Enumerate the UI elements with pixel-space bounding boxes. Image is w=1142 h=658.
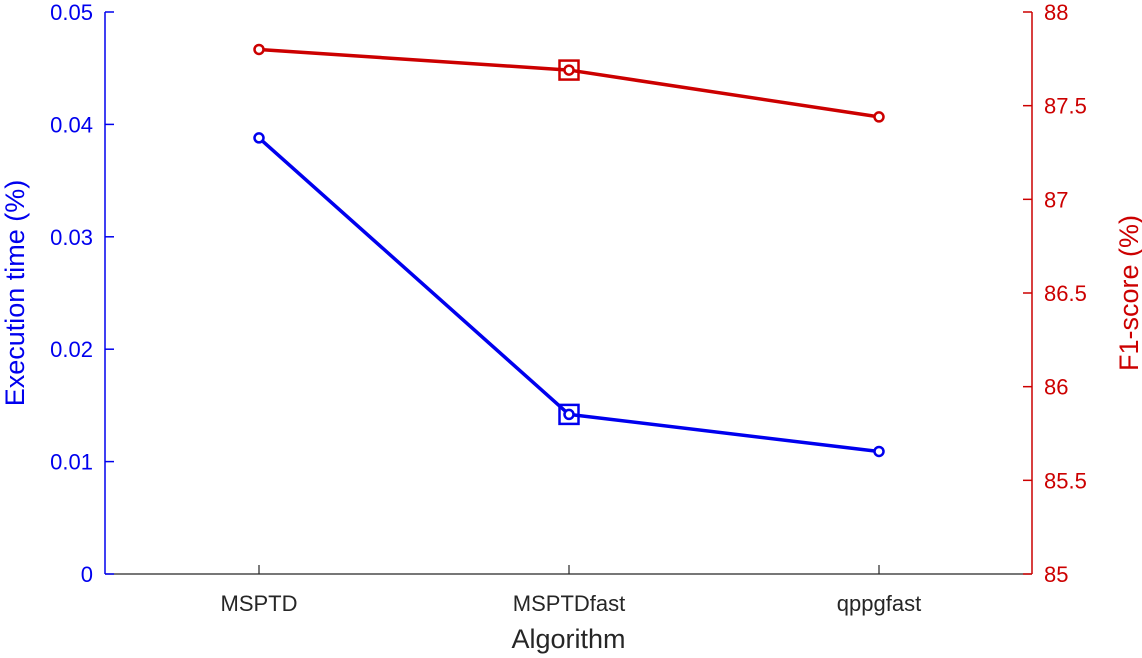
x-tick-label: MSPTDfast [513,591,625,616]
data-point-right [873,111,885,123]
right-y-tick-label: 87.5 [1044,94,1087,119]
data-point-right [253,43,265,56]
left-y-tick-label: 0.01 [50,450,93,475]
x-tick-label: MSPTD [221,591,298,616]
x-tick-label: qppgfast [837,591,921,616]
right-y-tick-label: 86 [1044,375,1068,400]
highlight-marker-left [558,403,580,426]
series-right [253,43,885,123]
right-y-tick-label: 87 [1044,187,1068,212]
right-y-axis-title: F1-score (%) [1114,215,1142,371]
axes [104,12,1033,575]
right-y-tick-label: 85 [1044,562,1068,587]
data-point-left [563,408,575,421]
data-point-left [253,132,265,144]
left-y-tick-label: 0.05 [50,0,93,25]
left-y-tick-label: 0.03 [50,225,93,250]
ticks: 0 0.01 0.02 0.03 0.04 0.05 85 85.5 86 86.5 87 87.5 8… [50,0,1087,616]
right-y-tick-label: 86.5 [1044,281,1087,306]
right-y-tick-label: 88 [1044,0,1068,25]
data-point-right [563,64,575,76]
series-left [253,132,885,458]
left-y-tick-label: 0.02 [50,337,93,362]
x-axis-title: Algorithm [511,624,625,654]
right-y-tick-label: 85.5 [1044,468,1087,493]
series [253,43,885,458]
data-point-left [873,445,885,458]
left-y-axis-title: Execution time (%) [0,180,30,407]
left-y-tick-label: 0 [81,562,93,587]
left-y-tick-label: 0.04 [50,112,93,137]
highlight-marker-right [558,59,580,81]
